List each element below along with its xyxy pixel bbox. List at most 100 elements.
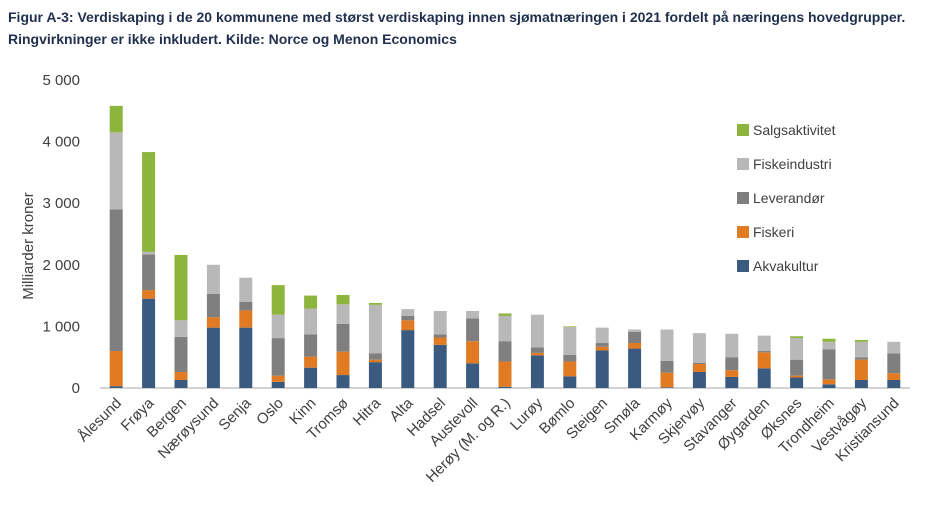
bar-segment-akvakultur — [757, 368, 771, 388]
bar-segment-leverandør — [887, 353, 901, 374]
bar-segment-akvakultur — [433, 344, 447, 388]
bar-segment-salgsaktivitet — [854, 339, 868, 342]
bar-segment-akvakultur — [498, 386, 512, 388]
bar-segment-fiskeri — [628, 343, 642, 349]
legend-label-fiskeindustri: Fiskeindustri — [753, 156, 832, 172]
bar-segment-leverandør — [822, 349, 836, 380]
bar-segment-leverandør — [725, 357, 739, 371]
bar-segment-akvakultur — [854, 379, 868, 388]
bar-segment-leverandør — [757, 351, 771, 353]
bar-segment-akvakultur — [401, 330, 415, 388]
bar-segment-akvakultur — [142, 298, 156, 388]
bar-segment-fiskeindustri — [595, 327, 609, 344]
y-tick-label: 5 000 — [42, 72, 80, 89]
bar-segment-fiskeindustri — [466, 311, 480, 319]
bar-segment-fiskeri — [304, 356, 318, 368]
bar-segment-fiskeindustri — [174, 320, 188, 337]
x-tick-label: Hitra — [350, 394, 385, 429]
bar-segment-fiskeri — [174, 371, 188, 380]
bar-segment-fiskeri — [336, 351, 350, 376]
bar-segment-salgsaktivitet — [304, 295, 318, 309]
bar-segment-akvakultur — [790, 377, 804, 388]
bar-segment-fiskeri — [692, 363, 706, 372]
bar-segment-fiskeindustri — [563, 327, 577, 355]
bar-segment-fiskeri — [790, 375, 804, 378]
bar-segment-fiskeindustri — [887, 341, 901, 354]
bar-segment-fiskeri — [725, 370, 739, 377]
bar-segment-leverandør — [498, 341, 512, 362]
bar-segment-salgsaktivitet — [822, 338, 836, 342]
legend-label-leverandør: Leverandør — [753, 190, 825, 206]
bar-segment-akvakultur — [530, 355, 544, 388]
bar-segment-akvakultur — [239, 327, 253, 388]
bar-segment-akvakultur — [466, 363, 480, 388]
bar-segment-akvakultur — [368, 362, 382, 388]
bar-segment-salgsaktivitet — [368, 302, 382, 305]
bar-segment-fiskeri — [498, 361, 512, 387]
bar-segment-fiskeindustri — [271, 314, 285, 339]
bar-segment-fiskeri — [887, 373, 901, 380]
x-tick-label: Ålesund — [75, 395, 125, 445]
y-tick-label: 1 000 — [42, 318, 80, 335]
bar-segment-akvakultur — [692, 371, 706, 388]
bar-segment-fiskeri — [368, 359, 382, 363]
bar-segment-fiskeindustri — [109, 132, 123, 210]
y-tick-label: 4 000 — [42, 134, 80, 151]
legend-swatch-salgsaktivitet — [737, 124, 749, 136]
y-tick-label: 2 000 — [42, 257, 80, 274]
bar-segment-fiskeri — [563, 361, 577, 377]
bar-segment-leverandør — [239, 301, 253, 311]
bar-segment-fiskeindustri — [530, 314, 544, 348]
bar-segment-fiskeindustri — [725, 333, 739, 358]
bar-segment-fiskeindustri — [660, 329, 674, 361]
legend-swatch-fiskeindustri — [737, 158, 749, 170]
bar-segment-salgsaktivitet — [174, 254, 188, 321]
bar-segment-salgsaktivitet — [790, 336, 804, 339]
bar-segment-fiskeindustri — [757, 335, 771, 352]
bar-segment-leverandør — [595, 343, 609, 347]
bar-segment-fiskeri — [401, 320, 415, 331]
bar-segment-leverandør — [271, 338, 285, 376]
bar-segment-akvakultur — [109, 386, 123, 388]
bar-segment-akvakultur — [822, 384, 836, 388]
bar-segment-salgsaktivitet — [336, 294, 350, 305]
bar-segment-fiskeindustri — [822, 341, 836, 350]
bar-segment-fiskeindustri — [239, 277, 253, 302]
bar-segment-leverandør — [368, 353, 382, 360]
bar-segment-leverandør — [854, 357, 868, 360]
bar-segment-leverandør — [466, 318, 480, 342]
bar-segment-leverandør — [109, 209, 123, 352]
bar-segment-fiskeri — [530, 352, 544, 356]
bar-segment-fiskeri — [466, 341, 480, 364]
bar-segment-leverandør — [563, 354, 577, 362]
bar-segment-fiskeri — [433, 337, 447, 345]
bar-segment-leverandør — [692, 362, 706, 364]
bar-segment-fiskeri — [660, 372, 674, 388]
chart-title: Figur A-3: Verdiskaping i de 20 kommunen… — [8, 9, 906, 47]
legend-swatch-leverandør — [737, 192, 749, 204]
bar-segment-salgsaktivitet — [563, 326, 577, 328]
bar-segment-fiskeri — [595, 346, 609, 351]
bar-segment-fiskeindustri — [336, 304, 350, 324]
bar-segment-akvakultur — [725, 376, 739, 388]
bars — [109, 105, 901, 388]
bar-segment-fiskeindustri — [498, 315, 512, 342]
bar-segment-akvakultur — [660, 387, 674, 388]
legend-label-salgsaktivitet: Salgsaktivitet — [753, 122, 836, 138]
bar-segment-leverandør — [530, 347, 544, 353]
bar-segment-leverandør — [142, 254, 156, 291]
bar-segment-fiskeindustri — [401, 309, 415, 316]
legend-swatch-fiskeri — [737, 226, 749, 238]
bar-segment-fiskeri — [757, 352, 771, 369]
bar-segment-leverandør — [304, 334, 318, 357]
y-axis-ticks: 0 1 000 2 000 3 000 4 000 5 000 — [42, 72, 80, 397]
bar-segment-fiskeindustri — [433, 311, 447, 335]
bar-segment-fiskeri — [271, 375, 285, 382]
bar-segment-salgsaktivitet — [271, 285, 285, 315]
bar-segment-akvakultur — [174, 379, 188, 388]
x-tick-label: Oslo — [253, 395, 287, 429]
legend-swatch-akvakultur — [737, 260, 749, 272]
bar-segment-akvakultur — [595, 350, 609, 388]
bar-segment-salgsaktivitet — [498, 313, 512, 316]
bar-segment-leverandør — [790, 359, 804, 376]
